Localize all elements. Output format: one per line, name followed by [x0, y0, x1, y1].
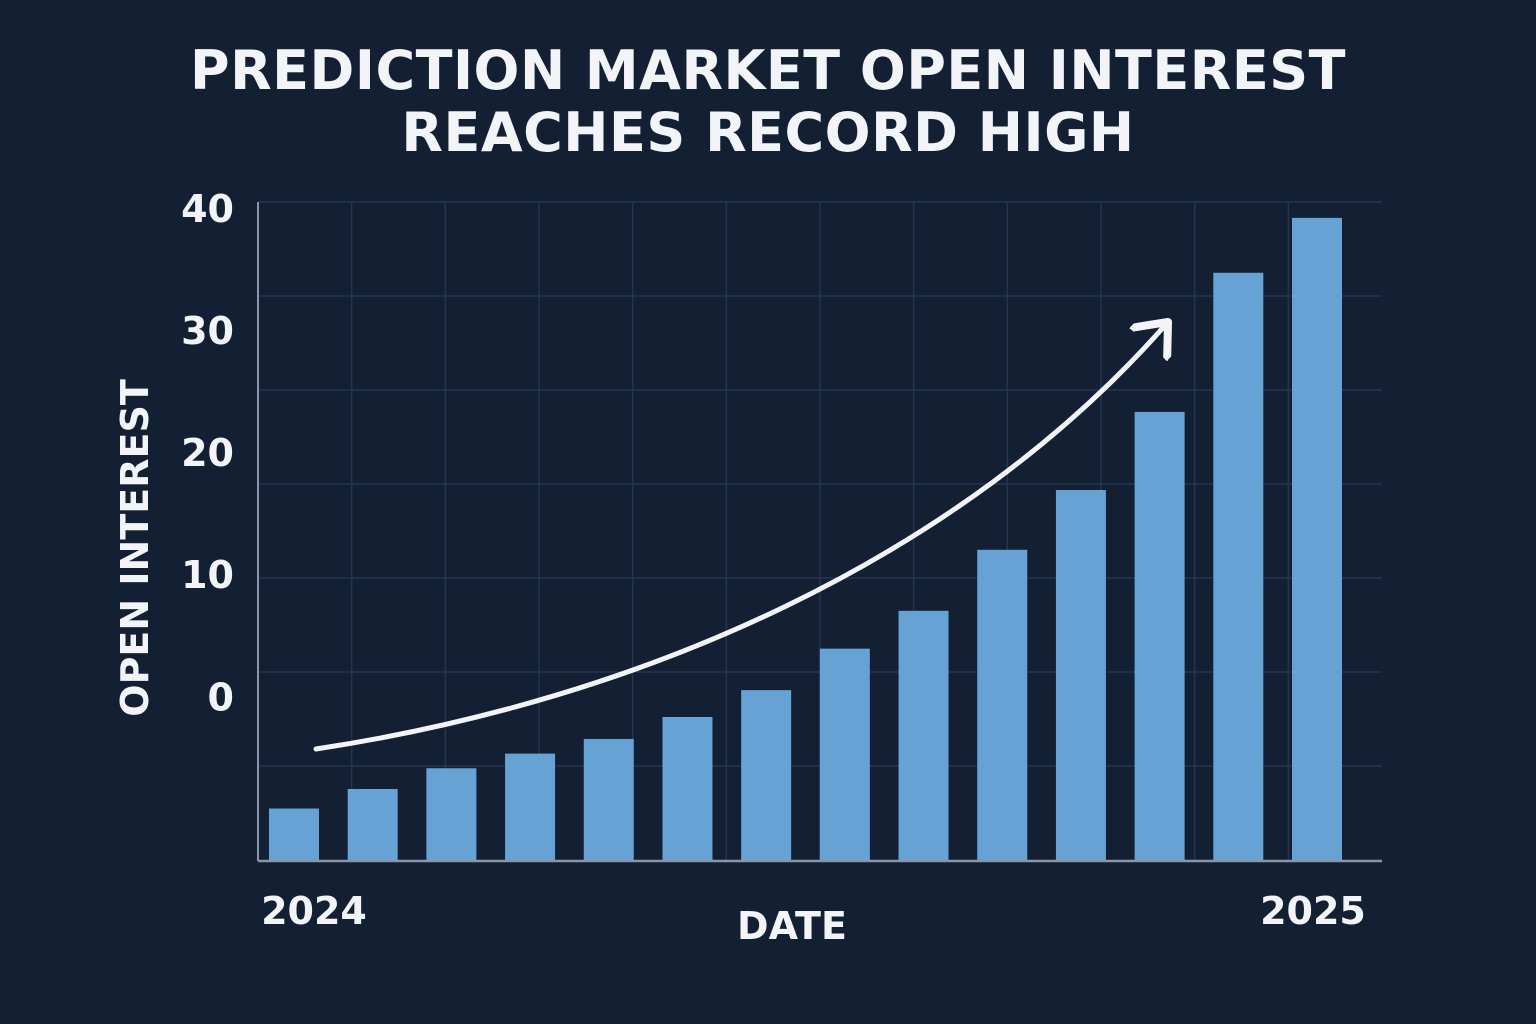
- bar-series: [269, 217, 1342, 862]
- x-tick-label-end: 2025: [1260, 889, 1366, 933]
- chart-title-line-1: PREDICTION MARKET OPEN INTEREST: [190, 39, 1346, 102]
- y-tick-label: 10: [181, 553, 234, 597]
- y-tick-label: 0: [208, 675, 234, 719]
- bar: [583, 738, 634, 861]
- bar: [741, 690, 792, 861]
- chart-title: PREDICTION MARKET OPEN INTEREST REACHES …: [0, 40, 1536, 164]
- chart-title-line-2: REACHES RECORD HIGH: [401, 101, 1135, 164]
- bar: [1292, 217, 1342, 862]
- bar: [662, 716, 713, 861]
- x-tick-label-start: 2024: [261, 889, 367, 933]
- bar: [426, 768, 477, 861]
- bar: [1055, 490, 1106, 861]
- y-tick-label: 20: [181, 431, 234, 475]
- bar: [1213, 272, 1264, 861]
- bar: [1134, 411, 1185, 861]
- bar: [898, 610, 949, 861]
- bar: [347, 788, 398, 861]
- bar: [819, 648, 870, 861]
- y-tick-labels: 0 10 20 30 40: [181, 187, 234, 719]
- x-axis-label: DATE: [737, 904, 847, 948]
- bar: [269, 808, 319, 861]
- trend-arrow: [313, 322, 1168, 752]
- y-axis-label: OPEN INTEREST: [113, 379, 157, 717]
- y-tick-label: 30: [181, 309, 234, 353]
- bar: [977, 549, 1028, 861]
- bar: [505, 753, 556, 861]
- y-tick-label: 40: [181, 187, 234, 231]
